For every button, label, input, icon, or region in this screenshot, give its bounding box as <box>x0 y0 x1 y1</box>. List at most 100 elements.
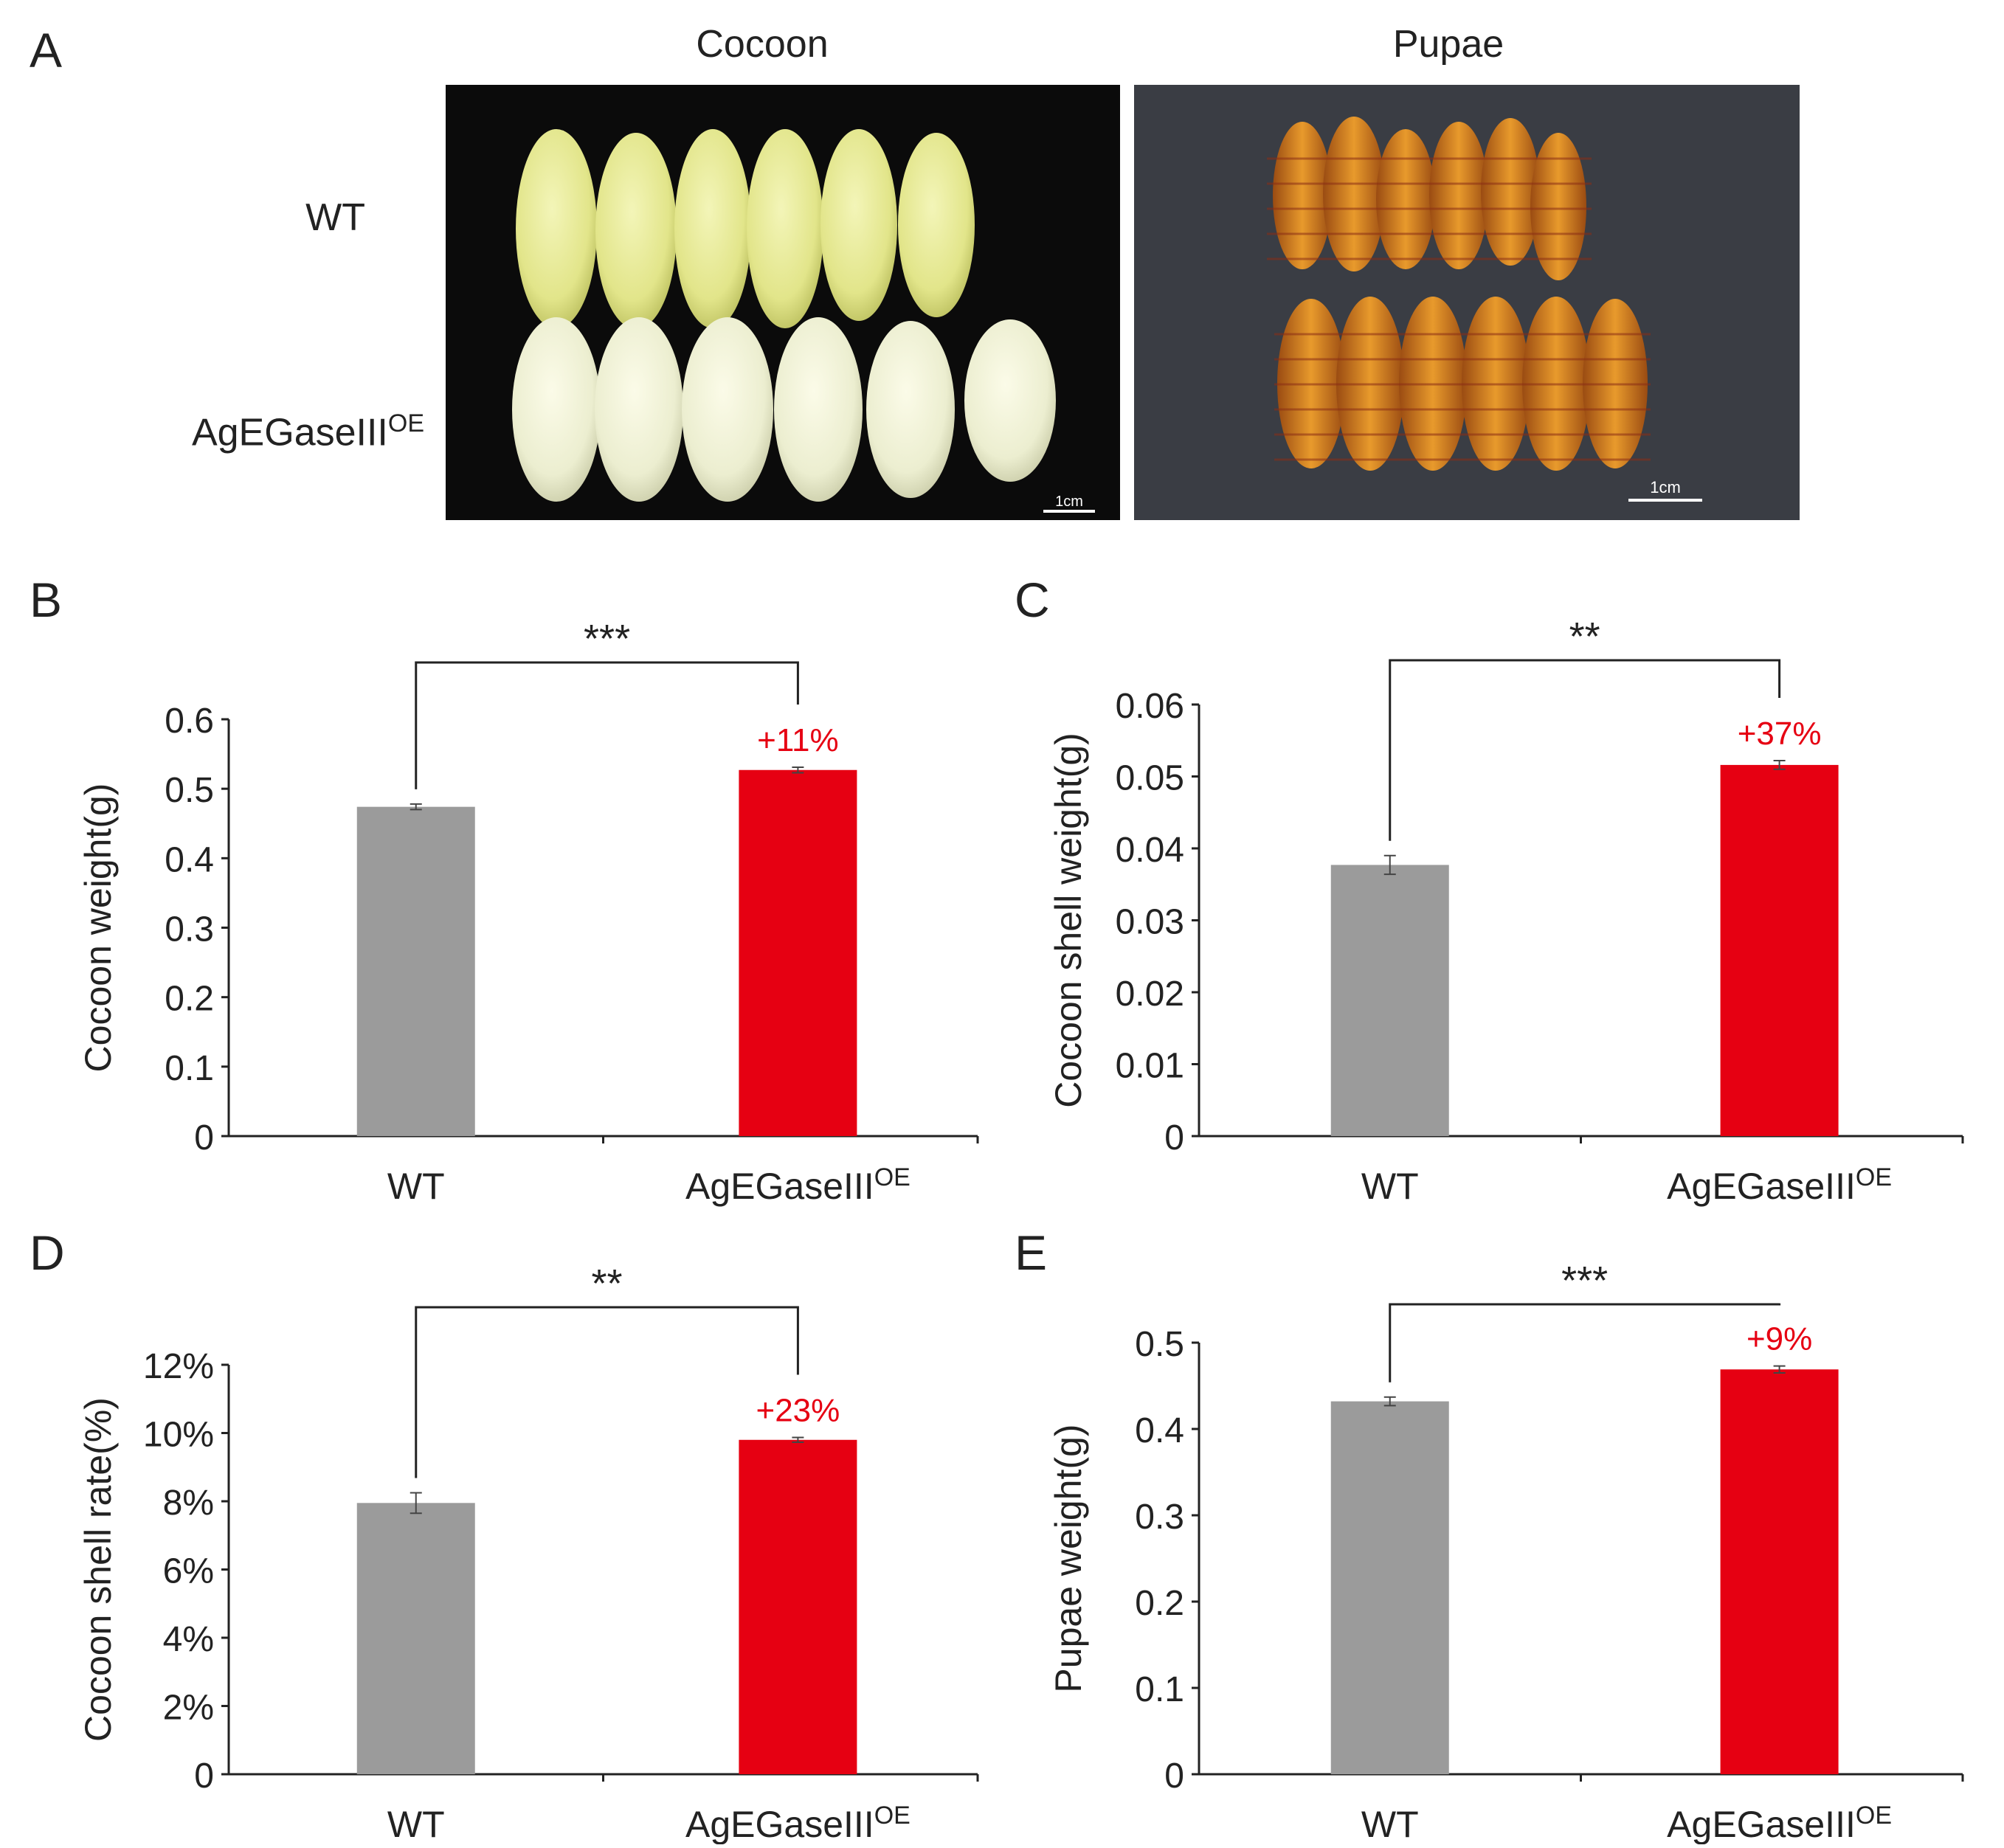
y-tick-label: 0.6 <box>165 702 214 741</box>
y-axis-title: Pupae weight(g) <box>1048 1424 1089 1692</box>
category-name: AgEGaseIII <box>1667 1804 1856 1844</box>
significance-stars: *** <box>584 617 630 661</box>
pupae-row-wt <box>1267 117 1592 280</box>
y-tick-label: 0.05 <box>1116 759 1184 798</box>
significance-bracket <box>415 1306 799 1478</box>
category-name: WT <box>1361 1166 1419 1207</box>
significance-bracket <box>1389 659 1781 841</box>
row-label-agegaseiii-oe: AgEGaseIIIOE <box>114 409 424 454</box>
chart-b: 0 0.1 0.2 0.3 0.4 0.5 0.6 Cocoon weight(g) WT AgE… <box>0 0 1002 1214</box>
y-tick-label: 0.5 <box>165 771 214 810</box>
panel-label-e: E <box>1015 1225 1048 1280</box>
y-tick-label: 0.4 <box>1135 1411 1184 1450</box>
percent-change-label: +9% <box>1746 1321 1812 1357</box>
y-tick-label: 0.06 <box>1116 687 1184 726</box>
y-axis-title: Cocoon shell rate(%) <box>77 1397 119 1742</box>
y-tick-label: 10% <box>143 1416 214 1455</box>
category-name: WT <box>387 1166 445 1207</box>
y-axis-title: Cocoon shell weight(g) <box>1048 733 1089 1108</box>
y-tick-label: 0.3 <box>1135 1498 1184 1537</box>
category-name: AgEGaseIII <box>685 1166 874 1207</box>
significance-stars: *** <box>1561 1259 1608 1303</box>
y-tick-label: 0.2 <box>1135 1584 1184 1623</box>
column-title-cocoon: Cocoon <box>696 23 829 66</box>
bar-wt <box>1330 1401 1449 1774</box>
y-tick-label: 0.03 <box>1116 903 1184 942</box>
y-tick-label: 0.02 <box>1116 975 1184 1014</box>
y-tick-label: 0.4 <box>165 840 214 879</box>
category-name: WT <box>1361 1804 1419 1844</box>
cocoon-photo: 1cm <box>446 85 1120 520</box>
row-label-sup: OE <box>387 409 424 437</box>
significance-stars: ** <box>592 1262 623 1306</box>
y-tick-label: 12% <box>143 1347 214 1386</box>
percent-change-label: +23% <box>756 1393 840 1429</box>
y-tick-label: 0.1 <box>1135 1670 1184 1709</box>
bar-wt <box>356 806 475 1136</box>
panel-label-a: A <box>30 23 63 77</box>
x-tick-label: AgEGaseIIIOE <box>685 1163 911 1207</box>
chart-b-svg: 0 0.1 0.2 0.3 0.4 0.5 0.6 Cocoon weight(g) WT AgE… <box>77 617 979 1207</box>
y-tick-label: 0.01 <box>1116 1047 1184 1086</box>
significance-bracket <box>415 661 799 789</box>
chart-d: 0 2% 4% 6% 8% 10% 12% Cocoon shell rate(%) WT AgE… <box>77 1262 979 1845</box>
category-superscript: OE <box>1856 1802 1892 1830</box>
cocoon-row-oe <box>512 317 1056 502</box>
column-title-pupae: Pupae <box>1392 23 1504 66</box>
pupae-photo: 1cm <box>1134 85 1800 520</box>
y-tick-label: 8% <box>163 1484 214 1523</box>
y-tick-label: 4% <box>163 1620 214 1659</box>
bar-wt <box>356 1503 475 1774</box>
category-name: AgEGaseIII <box>1667 1166 1856 1207</box>
bar-agegaseiii-oe <box>739 769 857 1136</box>
x-tick-label: WT <box>387 1166 445 1207</box>
bar-agegaseiii-oe <box>1720 764 1839 1136</box>
row-label-base: AgEGaseIII <box>191 411 388 454</box>
y-tick-label: 0.3 <box>165 910 214 949</box>
y-tick-label: 0.1 <box>165 1049 214 1088</box>
pupae-scale-label: 1cm <box>1650 478 1681 496</box>
y-tick-label: 0 <box>194 1757 214 1796</box>
pupae-row-oe <box>1274 297 1651 471</box>
bar-wt <box>1330 865 1449 1136</box>
chart-c: 0 0.01 0.02 0.03 0.04 0.05 0.06 Cocoon shell we… <box>1048 615 1964 1207</box>
percent-change-label: +11% <box>757 722 839 758</box>
percent-change-label: +37% <box>1738 716 1822 752</box>
y-tick-label: 0 <box>1164 1757 1184 1796</box>
x-tick-label: AgEGaseIIIOE <box>1667 1802 1892 1844</box>
y-tick-label: 0 <box>1164 1118 1184 1157</box>
panel-label-c: C <box>1015 572 1050 627</box>
cocoon-scale-label: 1cm <box>1055 494 1083 510</box>
x-tick-label: WT <box>387 1804 445 1844</box>
chart-c-svg: 0 0.01 0.02 0.03 0.04 0.05 0.06 Cocoon shell we… <box>1048 615 1964 1207</box>
category-superscript: OE <box>1856 1163 1892 1191</box>
y-axis-title: Cocoon weight(g) <box>77 783 119 1073</box>
category-superscript: OE <box>874 1163 911 1191</box>
bar-agegaseiii-oe <box>1720 1369 1839 1774</box>
category-superscript: OE <box>874 1802 911 1830</box>
y-tick-label: 0.2 <box>165 980 214 1019</box>
y-tick-label: 6% <box>163 1552 214 1591</box>
bar-agegaseiii-oe <box>739 1439 857 1774</box>
chart-d-svg: 0 2% 4% 6% 8% 10% 12% Cocoon shell rate(%) WT AgE… <box>77 1262 979 1845</box>
y-tick-label: 0 <box>194 1118 214 1157</box>
x-tick-label: WT <box>1361 1166 1419 1207</box>
category-name: WT <box>387 1804 445 1844</box>
cocoon-row-wt <box>516 129 975 329</box>
significance-stars: ** <box>1569 615 1600 659</box>
category-name: AgEGaseIII <box>685 1804 874 1844</box>
y-tick-label: 0.04 <box>1116 831 1184 870</box>
panel-label-d: D <box>30 1225 65 1280</box>
x-tick-label: WT <box>1361 1804 1419 1844</box>
pupae-photo-drawing: 1cm <box>1267 117 1702 502</box>
x-tick-label: AgEGaseIIIOE <box>1667 1163 1892 1207</box>
y-tick-label: 0.5 <box>1135 1325 1184 1364</box>
cocoon-photo-drawing: 1cm <box>512 129 1095 513</box>
significance-bracket <box>1389 1303 1781 1382</box>
x-tick-label: AgEGaseIIIOE <box>685 1802 911 1844</box>
y-tick-label: 2% <box>163 1689 214 1728</box>
panel-label-b: B <box>30 572 63 627</box>
row-label-wt: WT <box>305 196 365 239</box>
